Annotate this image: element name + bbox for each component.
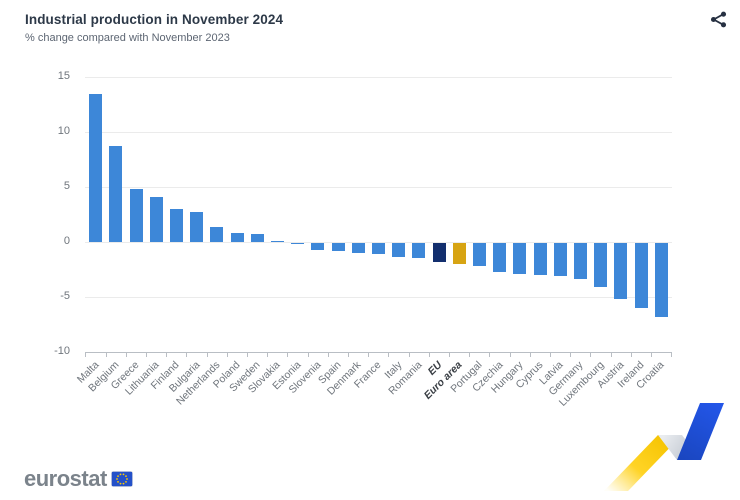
x-axis-tick [388, 352, 390, 357]
bar-croatia[interactable] [654, 243, 668, 317]
y-axis-label-5: 5 [63, 180, 70, 192]
bar-romania[interactable] [412, 243, 426, 259]
eurostat-logo-text: eurostat [24, 466, 107, 491]
bar-spain[interactable] [331, 243, 345, 251]
bar-lithuania[interactable] [149, 196, 163, 242]
x-axis-tick [469, 352, 471, 357]
x-axis-tick [570, 352, 572, 357]
x-axis-tick [348, 352, 349, 357]
x-axis-tick [550, 352, 551, 357]
chart-subtitle: % change compared with November 2023 [25, 32, 230, 44]
gridline-0 [85, 242, 672, 243]
x-axis-tick [166, 352, 168, 357]
gridline-10 [85, 132, 672, 133]
eurostat-ribbon-graphic [600, 390, 730, 500]
x-axis-tick [408, 352, 410, 357]
bar-belgium[interactable] [109, 146, 123, 242]
y-axis-label-0: 0 [63, 235, 70, 247]
x-axis-tick [368, 352, 370, 357]
gridline-15 [85, 77, 672, 78]
bar-hungary[interactable] [513, 243, 527, 274]
x-axis-tick [146, 352, 147, 357]
bar-italy[interactable] [392, 243, 406, 258]
bar-malta[interactable] [89, 93, 103, 242]
x-axis-line [85, 352, 672, 353]
x-axis-tick [590, 352, 592, 357]
y-axis-label--5: -5 [60, 290, 70, 302]
x-axis-tick [509, 352, 511, 357]
x-axis-tick [85, 352, 87, 357]
x-axis-tick [489, 352, 491, 357]
y-axis-label--10: -10 [54, 345, 70, 357]
y-axis-label-15: 15 [57, 70, 70, 82]
x-axis-tick [630, 352, 632, 357]
x-axis-tick [651, 352, 652, 357]
bar-denmark[interactable] [351, 243, 365, 253]
x-axis-tick [307, 352, 309, 357]
bar-czechia[interactable] [493, 243, 507, 272]
x-axis-tick [125, 352, 127, 357]
x-axis-tick [186, 352, 188, 357]
x-axis-tick [287, 352, 289, 357]
bar-portugal[interactable] [472, 243, 486, 267]
bar-cyprus[interactable] [533, 243, 547, 275]
bar-euro-area[interactable] [452, 243, 466, 264]
bar-poland[interactable] [230, 233, 244, 242]
x-axis-tick [610, 352, 612, 357]
eurostat-logo[interactable]: eurostat [24, 466, 133, 492]
bar-eu[interactable] [432, 243, 446, 262]
bar-slovenia[interactable] [311, 243, 325, 250]
bar-france[interactable] [371, 243, 385, 254]
x-axis-tick [206, 352, 208, 357]
x-axis-tick [267, 352, 269, 357]
bar-finland[interactable] [169, 209, 183, 242]
bar-slovakia[interactable] [270, 240, 284, 242]
x-axis-tick [327, 352, 329, 357]
chart-title: Industrial production in November 2024 [25, 12, 284, 27]
share-button[interactable] [709, 11, 727, 29]
x-axis-tick [247, 352, 248, 357]
x-axis-tick [226, 352, 228, 357]
x-axis-tick [428, 352, 430, 357]
x-axis-tick [671, 352, 673, 357]
eu-flag-icon [111, 470, 133, 492]
bar-austria[interactable] [614, 243, 628, 300]
share-alt-icon [710, 11, 727, 31]
bar-greece[interactable] [129, 189, 143, 242]
x-axis-tick [529, 352, 531, 357]
y-axis-label-10: 10 [57, 125, 70, 137]
x-axis-tick [105, 352, 107, 357]
bar-sweden[interactable] [250, 234, 264, 242]
gridline--5 [85, 297, 672, 298]
bar-germany[interactable] [573, 243, 587, 280]
bar-netherlands[interactable] [210, 226, 224, 242]
gridline-5 [85, 187, 672, 188]
x-axis-tick [449, 352, 450, 357]
bar-bulgaria[interactable] [190, 212, 204, 242]
bar-estonia[interactable] [291, 243, 305, 245]
bar-luxembourg[interactable] [594, 243, 608, 287]
bar-ireland[interactable] [634, 243, 648, 308]
bar-latvia[interactable] [553, 243, 567, 276]
